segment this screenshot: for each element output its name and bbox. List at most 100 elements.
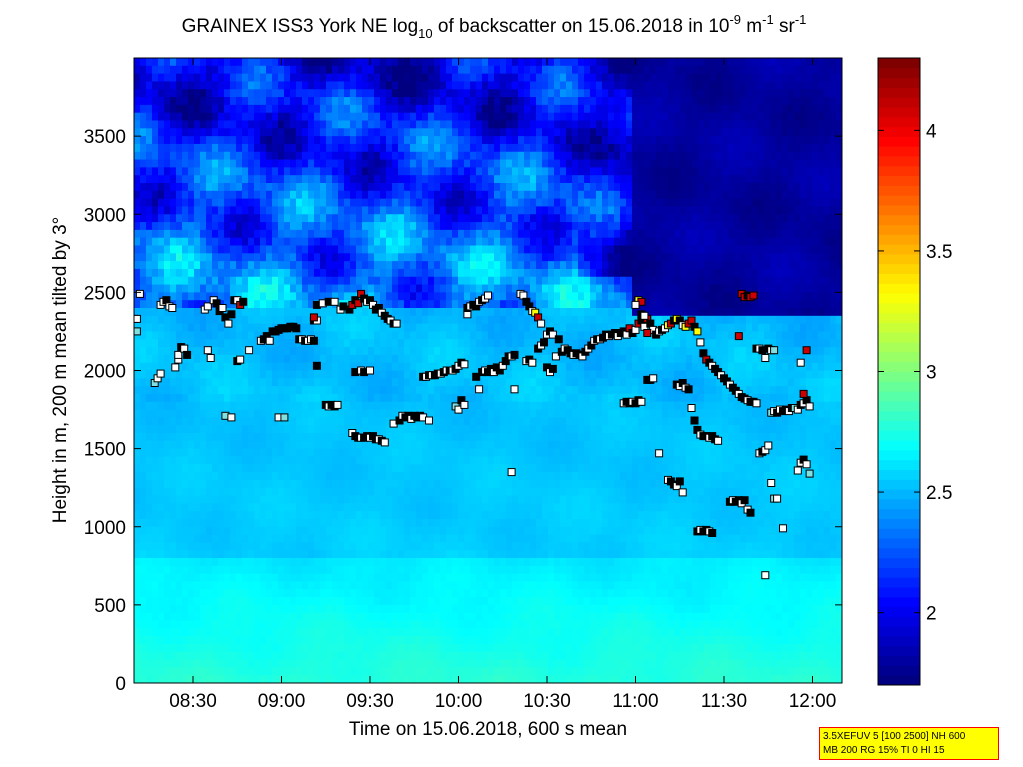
heatmap-cell <box>200 222 207 231</box>
heatmap-cell <box>182 128 189 137</box>
heatmap-cell <box>230 464 237 473</box>
heatmap-cell <box>368 526 375 536</box>
heatmap-cell <box>152 97 159 106</box>
heatmap-cell <box>272 362 279 372</box>
heatmap-cell <box>416 284 423 293</box>
heatmap-cell <box>464 456 471 465</box>
heatmap-cell <box>500 167 507 176</box>
heatmap-cell <box>428 339 435 348</box>
heatmap-cell <box>140 456 147 465</box>
heatmap-cell <box>296 159 303 168</box>
heatmap-cell <box>404 534 411 543</box>
heatmap-cell <box>176 151 183 161</box>
heatmap-cell <box>500 604 507 614</box>
heatmap-cell <box>290 628 297 637</box>
heatmap-cell <box>314 503 321 512</box>
heatmap-cell <box>326 643 333 653</box>
heatmap-cell <box>176 558 183 567</box>
heatmap-cell <box>218 526 225 536</box>
heatmap-cell <box>338 518 345 528</box>
heatmap-cell <box>308 354 315 364</box>
heatmap-cell <box>476 542 483 551</box>
heatmap-cell <box>134 464 141 473</box>
heatmap-cell <box>374 89 381 98</box>
heatmap-cell <box>188 143 195 153</box>
heatmap-cell <box>134 558 141 567</box>
heatmap-cell <box>260 456 267 465</box>
heatmap-cell <box>224 558 231 567</box>
heatmap-cell <box>314 284 321 293</box>
heatmap-cell <box>272 370 279 379</box>
heatmap-cell <box>338 386 345 395</box>
heatmap-cell <box>194 628 201 637</box>
heatmap-cell <box>506 112 513 122</box>
heatmap-cell <box>194 495 201 504</box>
heatmap-cell <box>140 417 147 426</box>
heatmap-cell <box>206 65 213 75</box>
heatmap-cell <box>326 206 333 215</box>
heatmap-cell <box>488 112 495 122</box>
heatmap-cell <box>182 581 189 590</box>
heatmap-cell <box>374 198 381 208</box>
heatmap-cell <box>458 604 465 614</box>
heatmap-cell <box>476 534 483 543</box>
heatmap-cell <box>410 651 417 661</box>
heatmap-cell <box>500 526 507 536</box>
heatmap-cell <box>230 518 237 528</box>
heatmap-cell <box>260 581 267 590</box>
heatmap-cell <box>134 159 141 168</box>
heatmap-cell <box>194 589 201 598</box>
heatmap-cell <box>422 597 429 606</box>
heatmap-cell <box>284 308 291 317</box>
heatmap-cell <box>188 386 195 395</box>
heatmap-cell <box>248 214 255 223</box>
heatmap-cell <box>470 651 477 661</box>
heatmap-cell <box>350 479 357 489</box>
heatmap-cell <box>140 237 147 247</box>
heatmap-cell <box>434 261 441 270</box>
heatmap-cell <box>404 558 411 567</box>
heatmap-cell <box>170 65 177 75</box>
heatmap-cell <box>242 167 249 176</box>
heatmap-cell <box>152 167 159 176</box>
heatmap-cell <box>320 347 327 356</box>
heatmap-cell <box>206 308 213 317</box>
heatmap-cell <box>290 518 297 528</box>
heatmap-cell <box>152 354 159 364</box>
heatmap-cell <box>146 558 153 567</box>
heatmap-cell <box>320 565 327 575</box>
heatmap-cell <box>338 73 345 83</box>
heatmap-cell <box>350 143 357 153</box>
heatmap-cell <box>506 151 513 161</box>
heatmap-cell <box>470 143 477 153</box>
heatmap-cell <box>440 120 447 129</box>
heatmap-cell <box>248 479 255 489</box>
heatmap-cell <box>164 128 171 137</box>
heatmap-cell <box>212 511 219 520</box>
heatmap-cell <box>368 206 375 215</box>
heatmap-cell <box>452 136 459 145</box>
heatmap-cell <box>440 276 447 286</box>
heatmap-cell <box>320 308 327 317</box>
heatmap-cell <box>500 659 507 668</box>
heatmap-cell <box>398 128 405 137</box>
heatmap-cell <box>368 370 375 379</box>
heatmap-cell <box>434 300 441 309</box>
heatmap-cell <box>470 503 477 512</box>
heatmap-cell <box>242 651 249 661</box>
heatmap-cell <box>278 534 285 543</box>
heatmap-cell <box>152 558 159 567</box>
heatmap-cell <box>146 675 153 683</box>
heatmap-cell <box>212 464 219 473</box>
heatmap-cell <box>272 503 279 512</box>
heatmap-cell <box>302 495 309 504</box>
heatmap-cell <box>200 417 207 426</box>
heatmap-cell <box>452 581 459 590</box>
heatmap-cell <box>320 487 327 497</box>
heatmap-cell <box>134 542 141 551</box>
heatmap-cell <box>188 542 195 551</box>
heatmap-cell <box>464 222 471 231</box>
heatmap-cell <box>140 81 147 90</box>
heatmap-cell <box>452 620 459 629</box>
heatmap-cell <box>170 245 177 254</box>
